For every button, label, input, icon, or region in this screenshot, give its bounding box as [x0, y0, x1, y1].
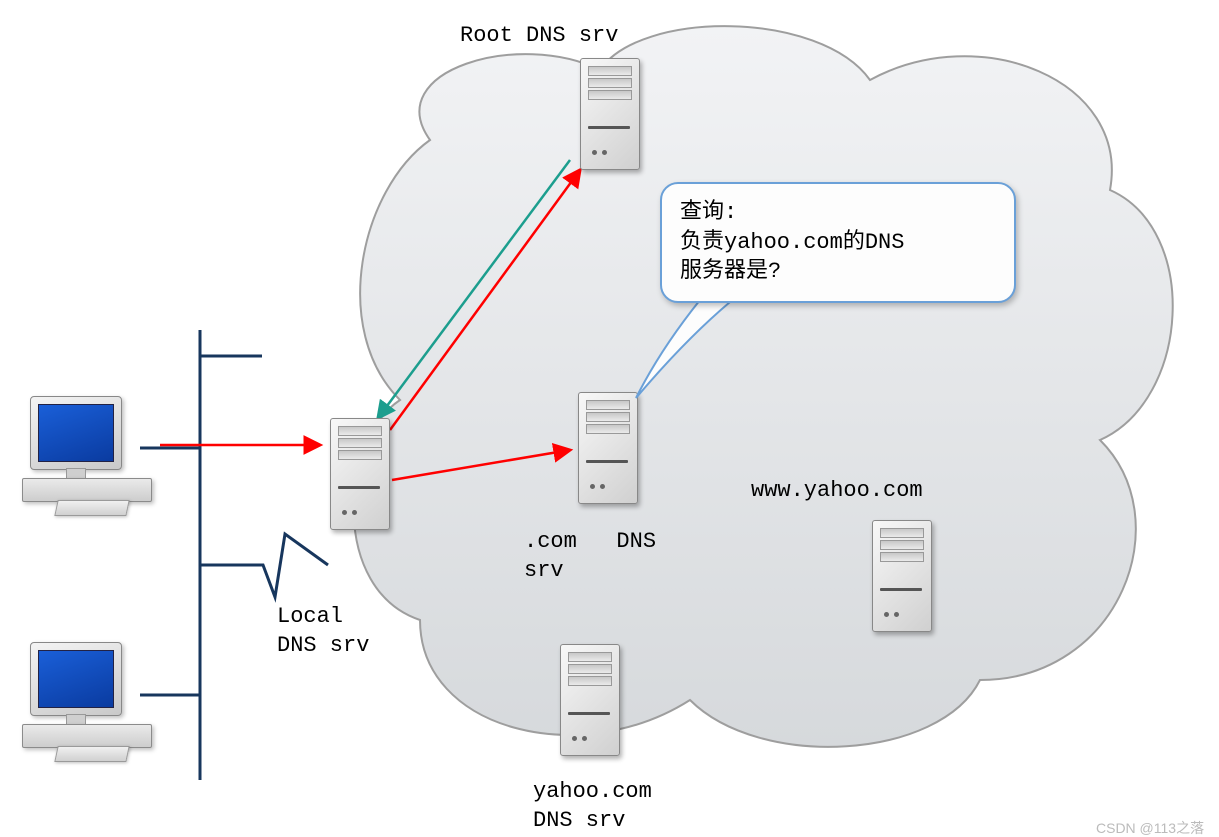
label-com-dns: .com DNS srv	[524, 528, 656, 585]
label-yahoo-dns: yahoo.com DNS srv	[533, 778, 652, 835]
label-root-dns: Root DNS srv	[460, 22, 618, 51]
watermark: CSDN @113之落	[1096, 818, 1204, 837]
bubble-line-1: 查询:	[680, 198, 996, 228]
label-local-dns: Local DNS srv	[277, 603, 369, 660]
arrow-root-to-local	[378, 160, 570, 418]
query-speech-bubble: 查询: 负责yahoo.com的DNS 服务器是?	[660, 182, 1016, 303]
root-dns-server	[580, 58, 638, 176]
arrow-local-to-root	[390, 170, 580, 430]
local-dns-server	[330, 418, 388, 536]
cloud-shape	[354, 26, 1173, 747]
yahoo-dns-server	[560, 644, 618, 762]
net-zigzag	[201, 534, 328, 597]
bubble-line-2: 负责yahoo.com的DNS	[680, 228, 996, 258]
bubble-line-3: 服务器是?	[680, 257, 996, 287]
arrow-local-to-com	[392, 450, 570, 480]
client-pc-1	[22, 396, 162, 516]
www-yahoo-server	[872, 520, 930, 638]
label-www-yahoo: www.yahoo.com	[751, 477, 923, 506]
com-dns-server	[578, 392, 636, 510]
client-pc-2	[22, 642, 162, 762]
